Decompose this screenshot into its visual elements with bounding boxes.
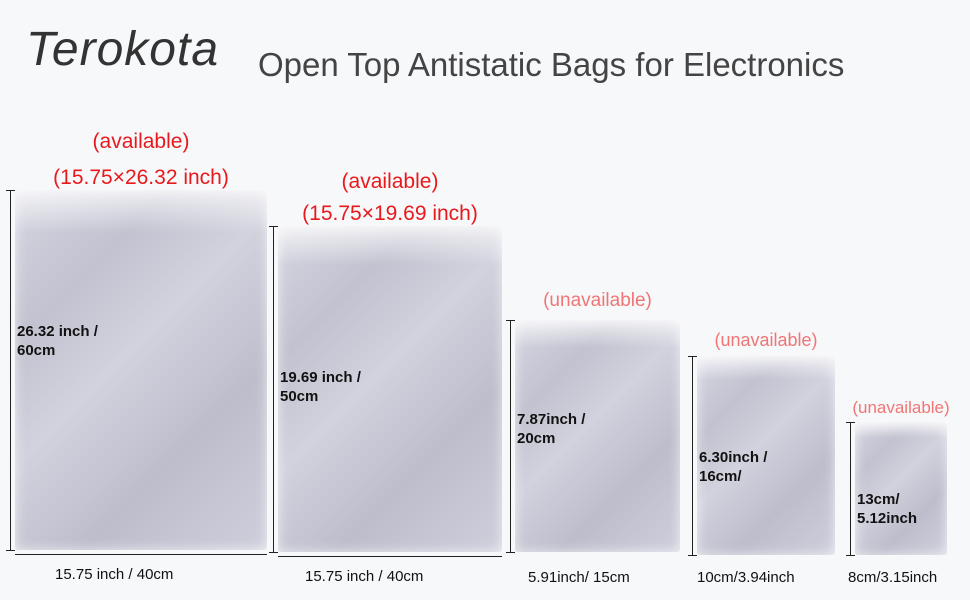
dimension-tick	[506, 320, 515, 321]
width-label: 5.91inch/ 15cm	[528, 569, 630, 586]
dimension-tick	[846, 422, 855, 423]
bag	[697, 356, 835, 555]
size-label: (15.75×19.69 inch)	[302, 202, 478, 225]
height-dimension-line	[510, 320, 511, 552]
status-label: (unavailable)	[852, 398, 950, 417]
bag	[515, 320, 680, 552]
height-dimension-line	[850, 422, 851, 555]
status-label: (unavailable)	[714, 330, 818, 350]
height-label: 26.32 inch /	[17, 323, 98, 340]
width-label: 15.75 inch / 40cm	[55, 566, 174, 583]
height-dimension-line	[273, 226, 274, 552]
dimension-tick	[846, 555, 855, 556]
dimension-tick	[269, 226, 278, 227]
dimension-tick	[269, 552, 278, 553]
title: Open Top Antistatic Bags for Electronics	[258, 46, 845, 83]
height-label: 16cm/	[699, 468, 742, 485]
width-dimension-line	[15, 554, 267, 555]
height-label: 50cm	[280, 388, 319, 405]
height-label: 13cm/	[857, 491, 900, 508]
bag	[278, 226, 502, 552]
dimension-tick	[6, 190, 15, 191]
height-dimension-line	[692, 356, 693, 555]
dimension-tick	[506, 552, 515, 553]
size-label: (15.75×26.32 inch)	[53, 166, 229, 189]
height-label: 5.12inch	[857, 510, 918, 527]
height-label: 60cm	[17, 342, 56, 359]
bag	[855, 422, 947, 555]
width-label: 15.75 inch / 40cm	[305, 568, 424, 585]
height-dimension-line	[10, 190, 11, 550]
status-label: (available)	[92, 130, 190, 153]
brand: Terokota	[26, 23, 220, 76]
dimension-tick	[6, 550, 15, 551]
height-label: 6.30inch /	[699, 449, 768, 466]
bag	[15, 190, 267, 550]
height-label: 20cm	[517, 430, 556, 447]
width-label: 8cm/3.15inch	[848, 569, 938, 586]
height-label: 7.87inch /	[517, 411, 586, 428]
status-label: (available)	[341, 170, 439, 193]
status-label: (unavailable)	[543, 290, 652, 311]
dimension-tick	[688, 356, 697, 357]
height-label: 19.69 inch /	[280, 369, 361, 386]
width-dimension-line	[278, 556, 502, 557]
width-label: 10cm/3.94inch	[697, 569, 795, 586]
dimension-tick	[688, 555, 697, 556]
